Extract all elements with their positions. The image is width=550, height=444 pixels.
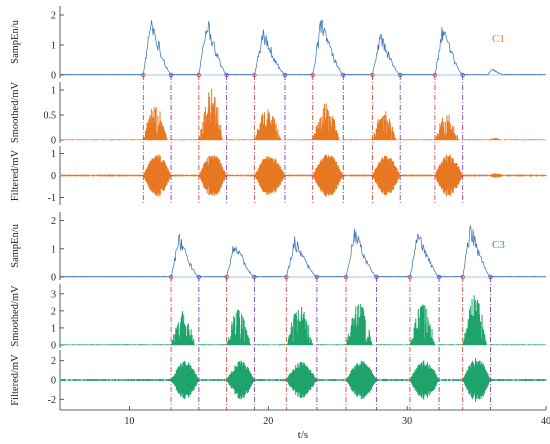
panel-c1-smoothed: 0 0.5 1 Smoothed/mV bbox=[10, 81, 547, 147]
y-tick-label: 0 bbox=[51, 136, 56, 147]
c1-offset-point bbox=[282, 72, 288, 78]
y-tick-label: -1 bbox=[48, 193, 56, 204]
c1-onset-point bbox=[432, 72, 438, 78]
panel-c3-filtered: -2 0 2 Filtered/mV bbox=[10, 350, 547, 410]
y-tick-label: 2 bbox=[51, 356, 56, 367]
y-tick-label: 1 bbox=[51, 86, 56, 97]
c1-onset-point bbox=[310, 72, 315, 78]
c3-onset-point bbox=[284, 274, 289, 280]
y-axis-label: Smoothed/mV bbox=[10, 285, 21, 347]
y-tick-label: 3 bbox=[51, 289, 56, 300]
c3-offset-point bbox=[374, 274, 379, 280]
y-tick-label: 0 bbox=[51, 273, 56, 284]
c1-onset-point bbox=[252, 72, 257, 78]
sampen-trace bbox=[59, 224, 547, 278]
panels-layer: 0 1 2 SampEn/u C1 0 0.5 1 Smoothed/mV -1 0 1 Filtere… bbox=[10, 6, 547, 410]
c1-onset-point bbox=[141, 72, 146, 78]
y-axis-label: SampEn/u bbox=[10, 19, 21, 63]
y-tick-label: 1 bbox=[51, 149, 56, 160]
c3-onset-point bbox=[460, 274, 465, 280]
y-tick-label: 0 bbox=[51, 171, 56, 182]
panel-c3-sampen: 0 1 2 SampEn/u C3 bbox=[10, 212, 547, 284]
c3-onset-point bbox=[407, 274, 413, 280]
c3-offset-point bbox=[196, 274, 202, 280]
y-tick-label: 2 bbox=[51, 216, 56, 227]
y-axis-label: Smoothed/mV bbox=[10, 81, 21, 143]
x-axis-label: t/s bbox=[298, 429, 308, 441]
channel-label: C3 bbox=[492, 239, 505, 251]
y-tick-label: 0 bbox=[51, 341, 56, 352]
c3-onset-point bbox=[343, 274, 349, 280]
y-tick-label: 0.5 bbox=[44, 111, 57, 122]
x-tick-label: 10 bbox=[124, 416, 134, 427]
c3-offset-point bbox=[314, 274, 320, 280]
y-tick-label: 1 bbox=[51, 244, 56, 255]
y-tick-label: -2 bbox=[48, 395, 56, 406]
y-tick-label: 1 bbox=[51, 323, 56, 334]
y-tick-label: 0 bbox=[51, 376, 56, 387]
smoothed-trace bbox=[59, 295, 547, 345]
x-axis: 10 20 30 40 bbox=[60, 406, 550, 427]
y-tick-label: 2 bbox=[51, 11, 56, 22]
c3-onset-point bbox=[168, 274, 174, 280]
c3-onset-point bbox=[224, 274, 229, 280]
y-tick-label: 0 bbox=[51, 71, 56, 82]
c3-offset-point bbox=[436, 274, 442, 280]
panel-c1-filtered: -1 0 1 Filtered/mV bbox=[10, 146, 547, 205]
y-tick-label: 2 bbox=[51, 306, 56, 317]
c1-offset-point bbox=[224, 72, 229, 78]
y-tick-label: 1 bbox=[51, 41, 56, 52]
channel-label: C1 bbox=[492, 33, 505, 45]
sampen-trace bbox=[60, 19, 547, 76]
c1-offset-point bbox=[168, 72, 174, 78]
onset-offset-markers bbox=[141, 72, 493, 410]
y-axis-label: SampEn/u bbox=[10, 223, 21, 267]
c1-onset-point bbox=[196, 72, 202, 78]
c3-offset-point bbox=[252, 274, 257, 280]
c1-offset-point bbox=[341, 72, 346, 78]
y-axis-label: Filtered/mV bbox=[10, 149, 21, 201]
x-tick-label: 40 bbox=[541, 416, 550, 427]
panel-c3-smoothed: 0 1 2 3 Smoothed/mV bbox=[10, 284, 547, 352]
x-tick-label: 30 bbox=[402, 416, 412, 427]
panel-c1-sampen: 0 1 2 SampEn/u C1 bbox=[10, 6, 547, 82]
smoothed-trace bbox=[59, 88, 547, 140]
c3-offset-point bbox=[488, 274, 493, 280]
c1-offset-point bbox=[460, 72, 465, 78]
y-axis-label: Filtered/mV bbox=[10, 354, 21, 406]
c1-onset-point bbox=[370, 72, 375, 78]
x-tick-label: 20 bbox=[263, 416, 273, 427]
c1-offset-point bbox=[398, 72, 403, 78]
